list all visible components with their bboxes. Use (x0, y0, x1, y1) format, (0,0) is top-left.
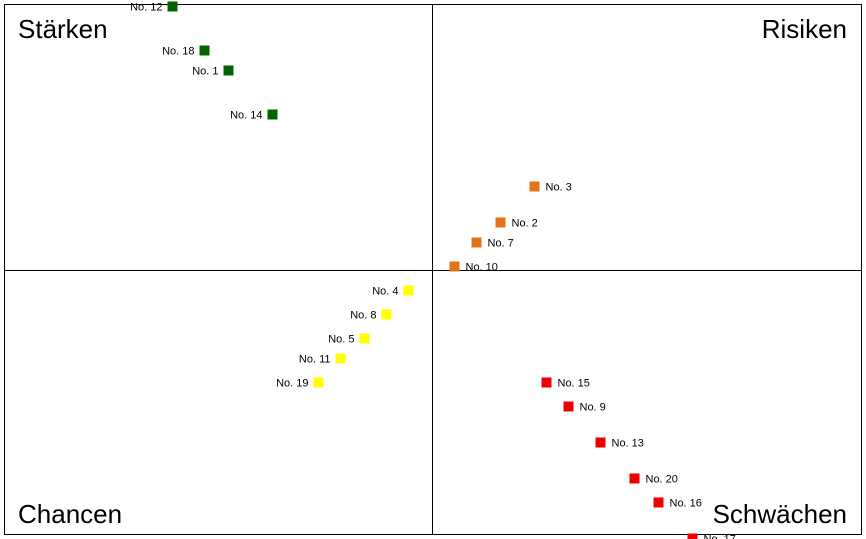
point-marker (563, 401, 574, 412)
point-marker (471, 237, 482, 248)
point-label: No. 9 (580, 402, 606, 414)
quadrant-label-top-left: Stärken (18, 14, 108, 44)
quadrant-label-top-right: Risiken (762, 14, 847, 44)
point-label: No. 1 (192, 66, 218, 78)
point-label: No. 2 (512, 218, 538, 230)
point-label: No. 16 (670, 498, 702, 510)
point-label: No. 13 (612, 438, 644, 450)
point-marker (223, 65, 234, 76)
point-marker (495, 217, 506, 228)
point-marker (381, 309, 392, 320)
point-marker (199, 45, 210, 56)
point-marker (267, 109, 278, 120)
quadrant-label-bottom-left: Chancen (18, 499, 122, 529)
point-label: No. 10 (466, 262, 498, 274)
point-label: No. 19 (276, 378, 308, 390)
point-label: No. 11 (299, 354, 331, 366)
point-marker (687, 533, 698, 539)
point-marker (359, 333, 370, 344)
point-marker (629, 473, 640, 484)
point-label: No. 20 (646, 474, 678, 486)
point-marker (313, 377, 324, 388)
point-label: No. 8 (350, 310, 376, 322)
point-label: No. 14 (230, 110, 262, 122)
point-label: No. 4 (372, 286, 398, 298)
point-marker (595, 437, 606, 448)
point-label: No. 18 (162, 46, 194, 58)
point-marker (449, 261, 460, 272)
point-label: No. 3 (546, 182, 572, 194)
point-label: No. 7 (488, 238, 514, 250)
point-label: No. 15 (558, 378, 590, 390)
point-marker (403, 285, 414, 296)
point-label: No. 5 (328, 334, 354, 346)
quadrant-label-bottom-right: Schwächen (713, 499, 847, 529)
point-label: No. 12 (130, 2, 162, 14)
point-marker (167, 1, 178, 12)
point-marker (335, 353, 346, 364)
point-label: No. 17 (704, 534, 736, 539)
point-marker (529, 181, 540, 192)
point-marker (541, 377, 552, 388)
point-marker (653, 497, 664, 508)
